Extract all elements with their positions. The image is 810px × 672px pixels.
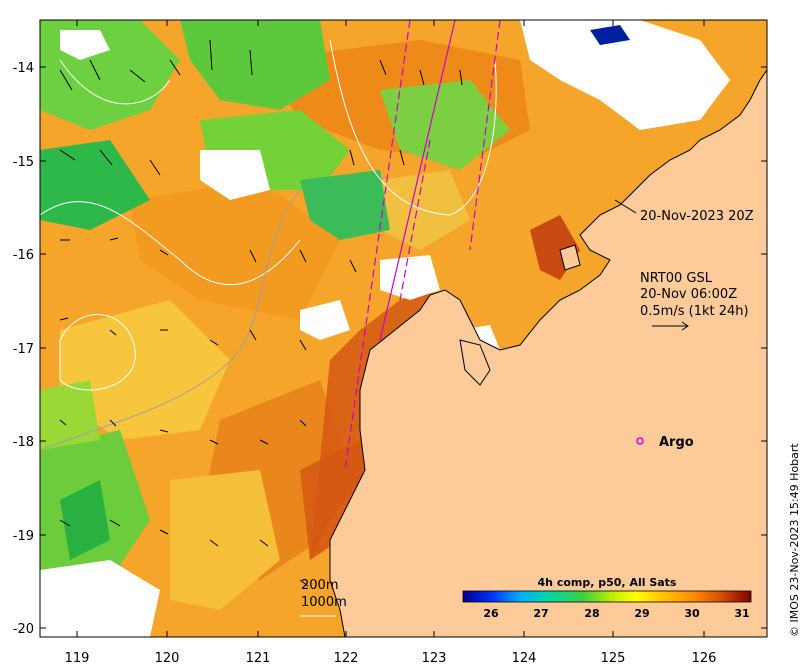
- colorbar-tick: 28: [584, 607, 599, 620]
- x-tick-label: 119: [65, 651, 90, 666]
- colorbar-tick: 31: [734, 607, 749, 620]
- current-time-label: 20-Nov 06:00Z: [640, 287, 737, 302]
- y-tick-label: -17: [13, 342, 34, 357]
- colorbar-tick: 29: [634, 607, 649, 620]
- colorbar-tick: 26: [483, 607, 499, 620]
- argo-marker[interactable]: [636, 437, 644, 445]
- y-tick-label: -15: [13, 155, 34, 170]
- colorbar-tick: 30: [684, 607, 700, 620]
- y-tick-label: -18: [13, 435, 34, 450]
- x-tick-label: 121: [246, 651, 271, 666]
- plot-frame: [39, 19, 768, 638]
- x-axis: 119 120 121 122 123 124 125 126: [65, 20, 717, 666]
- x-tick-label: 125: [601, 651, 626, 666]
- x-tick-label: 126: [692, 651, 717, 666]
- colorbar: 4h comp, p50, All Sats 26 27 28 29 30 31: [462, 576, 752, 620]
- x-tick-label: 123: [422, 651, 447, 666]
- argo-label: Argo: [659, 435, 694, 450]
- current-scale-label: 0.5m/s (1kt 24h): [640, 304, 749, 319]
- y-tick-label: -20: [13, 622, 34, 637]
- x-tick-label: 124: [512, 651, 537, 666]
- current-vectors: [59, 39, 463, 587]
- isobath-1000-label: 1000m: [301, 595, 347, 610]
- y-tick-label: -19: [13, 529, 34, 544]
- colorbar-title: 4h comp, p50, All Sats: [538, 576, 677, 589]
- land-mass: [329, 20, 767, 637]
- x-tick-label: 120: [155, 651, 180, 666]
- imos-credit: © IMOS 23-Nov-2023 15:49 Hobart: [788, 443, 801, 637]
- y-tick-label: -14: [13, 61, 34, 76]
- colorbar-gradient: [462, 590, 752, 603]
- y-tick-label: -16: [13, 248, 34, 263]
- current-scale-arrow: [652, 321, 689, 331]
- current-product-label: NRT00 GSL: [640, 271, 713, 286]
- image-time-label: 20-Nov-2023 20Z: [640, 209, 754, 224]
- y-axis: -14 -15 -16 -17 -18 -19 -20: [13, 61, 767, 637]
- map-plot-area: [40, 20, 767, 637]
- x-tick-label: 122: [334, 651, 359, 666]
- colorbar-tick: 27: [533, 607, 548, 620]
- isobath-200-label: 200m: [301, 578, 338, 593]
